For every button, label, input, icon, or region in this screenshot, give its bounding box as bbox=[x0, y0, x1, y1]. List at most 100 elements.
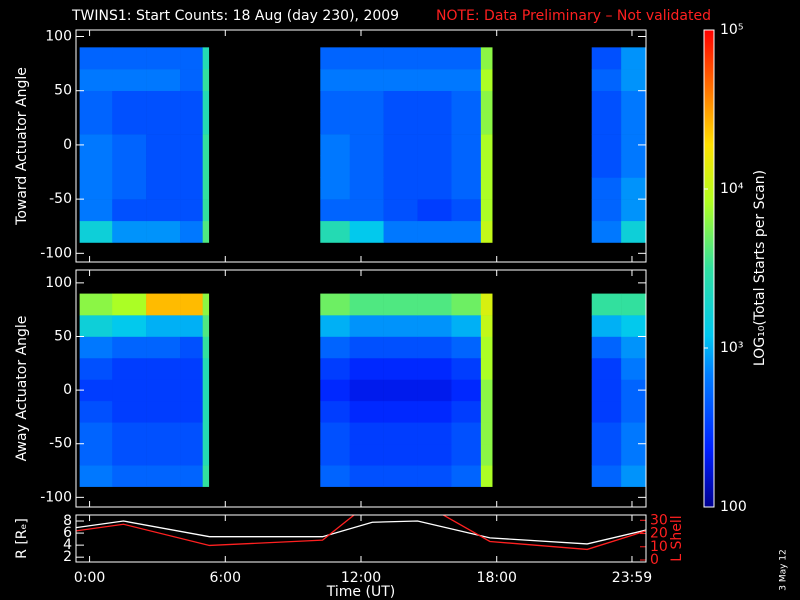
heatmap-cell bbox=[146, 177, 181, 200]
heatmap-cell bbox=[146, 315, 181, 337]
heatmap-cell bbox=[349, 443, 384, 466]
heatmap-cell bbox=[417, 336, 452, 359]
heatmap-cell bbox=[79, 112, 113, 135]
heatmap-cell bbox=[320, 134, 350, 157]
heatmap-cell bbox=[591, 177, 622, 200]
heatmap-cell bbox=[320, 220, 350, 243]
heatmap-cell bbox=[320, 293, 350, 316]
heatmap-cell bbox=[480, 400, 493, 423]
heatmap-cell bbox=[591, 400, 622, 423]
heatmap-cell bbox=[112, 112, 147, 135]
heatmap-cell bbox=[451, 400, 482, 423]
y2-axis-label: L Shell bbox=[669, 515, 685, 561]
heatmap-cell bbox=[451, 90, 482, 113]
heatmap-cell bbox=[383, 220, 418, 243]
heatmap-cell bbox=[180, 134, 203, 157]
heatmap-cell bbox=[79, 443, 113, 466]
heatmap-cell bbox=[202, 220, 210, 243]
heatmap-cell bbox=[621, 379, 647, 402]
heatmap-cell bbox=[480, 220, 493, 243]
heatmap-cell bbox=[591, 69, 622, 92]
heatmap-cell bbox=[146, 112, 181, 135]
series-line bbox=[76, 520, 646, 545]
heatmap-cell bbox=[112, 90, 147, 113]
heatmap-cell bbox=[180, 336, 203, 359]
heatmap-cell bbox=[180, 357, 203, 380]
heatmap-cell bbox=[79, 422, 113, 445]
heatmap-cell bbox=[480, 69, 493, 92]
x-axis-label: Time (UT) bbox=[326, 584, 395, 600]
heatmap-cell bbox=[320, 155, 350, 178]
heatmap-cell bbox=[349, 199, 384, 222]
y-tick-label: 100 bbox=[45, 29, 72, 45]
heatmap-cell bbox=[79, 47, 113, 70]
heatmap-cell bbox=[451, 422, 482, 445]
heatmap-cell bbox=[146, 155, 181, 178]
heatmap-cell bbox=[202, 69, 210, 92]
heatmap-cell bbox=[202, 315, 210, 337]
heatmap-cell bbox=[451, 293, 482, 316]
heatmap-cell bbox=[202, 90, 210, 113]
heatmap-cell bbox=[112, 155, 147, 178]
heatmap-cell bbox=[112, 177, 147, 200]
y2-tick-label: 30 bbox=[650, 512, 668, 528]
heatmap-cell bbox=[112, 465, 147, 487]
heatmap-cell bbox=[79, 465, 113, 487]
heatmap-cell bbox=[451, 357, 482, 380]
heatmap-cell bbox=[480, 112, 493, 135]
heatmap-cell bbox=[112, 220, 147, 243]
heatmap-cell bbox=[621, 155, 647, 178]
y-tick-label: 6 bbox=[63, 525, 72, 541]
heatmap-cell bbox=[480, 293, 493, 316]
heatmap-cell bbox=[480, 336, 493, 359]
heatmap-cell bbox=[180, 90, 203, 113]
heatmap-cell bbox=[180, 443, 203, 466]
heatmap-cell bbox=[349, 220, 384, 243]
heatmap-cell bbox=[480, 90, 493, 113]
heatmap-cell bbox=[146, 422, 181, 445]
heatmap-cell bbox=[112, 379, 147, 402]
heatmap-cell bbox=[79, 199, 113, 222]
heatmap-cell bbox=[621, 69, 647, 92]
heatmap-cell bbox=[621, 357, 647, 380]
heatmap-cell bbox=[79, 69, 113, 92]
heatmap-cell bbox=[591, 379, 622, 402]
heatmap-cell bbox=[480, 134, 493, 157]
y-tick-label: 2 bbox=[63, 549, 72, 565]
heatmap-cell bbox=[146, 336, 181, 359]
note: NOTE: Data Preliminary – Not validated bbox=[436, 8, 711, 24]
heatmap-cell bbox=[591, 134, 622, 157]
heatmap-cell bbox=[202, 400, 210, 423]
heatmap-cell bbox=[320, 90, 350, 113]
heatmap-cell bbox=[451, 177, 482, 200]
heatmap-cell bbox=[320, 47, 350, 70]
heatmap-cell bbox=[621, 422, 647, 445]
heatmap-cell bbox=[112, 134, 147, 157]
y2-tick-label: 10 bbox=[650, 539, 668, 555]
heatmap-cell bbox=[417, 400, 452, 423]
heatmap-cell bbox=[383, 293, 418, 316]
heatmap-cell bbox=[383, 69, 418, 92]
heatmap-cell bbox=[349, 315, 384, 337]
heatmap-cell bbox=[112, 400, 147, 423]
y-tick-label: 0 bbox=[63, 382, 72, 398]
heatmap-cell bbox=[417, 293, 452, 316]
y-tick-label: -50 bbox=[49, 191, 72, 207]
heatmap-cell bbox=[180, 177, 203, 200]
heatmap-cell bbox=[146, 293, 181, 316]
chart-title: TWINS1: Start Counts: 18 Aug (day 230), … bbox=[71, 8, 399, 24]
heatmap-cell bbox=[202, 134, 210, 157]
heatmap-cell bbox=[383, 336, 418, 359]
heatmap-cell bbox=[202, 199, 210, 222]
heatmap-cell bbox=[591, 443, 622, 466]
heatmap-cell bbox=[79, 357, 113, 380]
heatmap-cell bbox=[349, 69, 384, 92]
heatmap-cell bbox=[451, 315, 482, 337]
heatmap-cell bbox=[621, 90, 647, 113]
heatmap-cell bbox=[451, 336, 482, 359]
heatmap-cell bbox=[349, 112, 384, 135]
heatmap-cell bbox=[112, 199, 147, 222]
colorbar-tick-label: 10⁵ bbox=[720, 22, 743, 38]
heatmap-cell bbox=[383, 90, 418, 113]
heatmap-cell bbox=[320, 199, 350, 222]
